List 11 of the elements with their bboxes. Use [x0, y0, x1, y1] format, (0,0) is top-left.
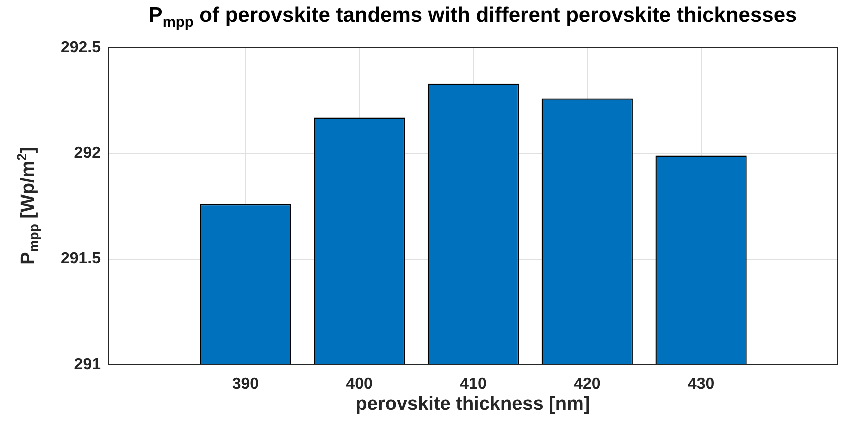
y-tick-label: 291.5	[60, 250, 102, 268]
x-tick-label: 430	[688, 376, 715, 394]
chart-title: P$_{mpp}$ of perovskite tandems with different perovskite thicknesses	[148, 4, 798, 32]
x-tick-label: 410	[460, 376, 487, 394]
y-tick-label: 291	[74, 356, 102, 374]
x-axis-title: perovskite thickness [nm]	[356, 394, 590, 416]
y-tick-label: 292	[74, 145, 102, 162]
x-tick-label: 390	[232, 376, 260, 394]
x-tick-label: 420	[574, 376, 601, 394]
y-tick-label: 292.5	[60, 39, 102, 56]
x-tick-label: 400	[346, 376, 374, 394]
